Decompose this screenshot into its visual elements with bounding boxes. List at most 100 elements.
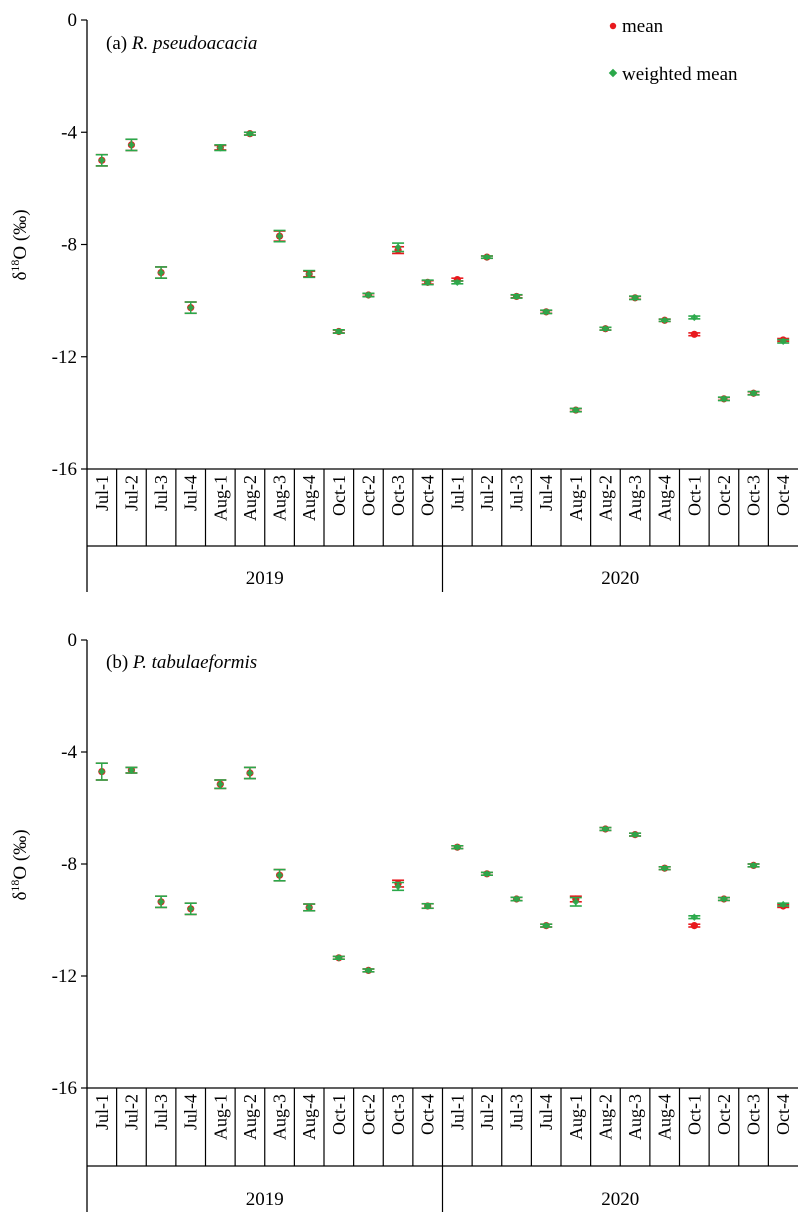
panel-b-weighted-point [127,766,136,774]
panel-b-weighted-point [275,871,284,879]
panel-a-category-label: Jul-1 [92,475,112,511]
legend-mean-label: mean [622,16,664,37]
panel-b-weighted-point [661,864,669,872]
panel-a-category-label: Aug-4 [299,475,319,521]
panel-a-weighted-point [690,313,698,322]
panel-b-weighted-point [512,895,521,903]
panel-a-weighted-point [749,389,758,397]
panel-a-weighted-point [127,141,136,149]
panel-a-category-label: Jul-3 [507,475,527,511]
panel-b-category-label: Jul-2 [477,1094,497,1130]
panel-b-category-label: Oct-2 [714,1094,734,1135]
panel-b-y-axis-label: δ18O (‰) [8,829,31,900]
panel-a-y-tick-label: -8 [61,235,77,256]
panel-b-category-label: Jul-4 [181,1094,201,1130]
panel-a-category-label: Jul-4 [181,475,201,511]
chart-panel-b: (b) P. tabulaeformis δ18O (‰) 0 -4 -8 -12 -1… [8,630,798,1212]
panel-a-y-tick-label: -4 [61,122,77,143]
panel-b-category-label: Oct-3 [744,1094,764,1135]
panel-a-weighted-point [661,316,669,324]
panel-a-category-label: Aug-2 [240,475,260,521]
panel-b-weighted-point [335,954,343,962]
panel-a-category-label: Oct-1 [329,475,349,516]
panel-b-category-label: Jul-2 [121,1094,141,1130]
panel-b-weighted-point [779,900,787,909]
panel-a-mean-point [690,330,698,338]
panel-b-group-label: 2019 [246,1189,284,1210]
legend-weighted-label: weighted mean [622,64,738,85]
panel-a-weighted-point [601,325,610,333]
panel-a-y-tick-label: -16 [52,459,77,480]
panel-a-title: (a) R. pseudoacacia [106,33,257,54]
panel-b-category-label: Jul-4 [536,1094,556,1130]
panel-b-weighted-point [453,843,461,851]
panel-a-category-label: Jul-2 [477,475,497,511]
panel-a-weighted-point [720,395,728,403]
panel-b-category-label: Jul-3 [151,1094,171,1130]
panel-b-weighted-point [690,913,698,921]
panel-a-category-label: Oct-3 [388,475,408,516]
panel-b-category-label: Oct-1 [684,1094,704,1135]
panel-b-category-label: Aug-2 [595,1094,615,1140]
panel-a-weighted-point [572,406,580,414]
panel-a-category-label: Jul-1 [447,475,467,511]
panel-b-category-label: Oct-4 [773,1094,793,1135]
panel-b-weighted-point [187,905,195,913]
panel-b-y-tick-label: -12 [52,966,77,987]
panel-b-category-label: Oct-4 [418,1094,438,1135]
panel-b-category-label: Aug-1 [566,1094,586,1140]
panel-b-category-label: Aug-1 [210,1094,230,1140]
panel-b-weighted-point [749,861,758,870]
panel-b-weighted-point [720,895,728,903]
panel-a-y-tick-label: -12 [52,347,77,368]
panel-b-weighted-point [631,830,639,839]
panel-a-category-label: Oct-4 [773,475,793,516]
panel-a-category-label: Aug-3 [270,475,290,521]
panel-b-weighted-point [216,780,224,788]
panel-b-weighted-point [364,966,373,975]
panel-a-category-label: Jul-2 [121,475,141,511]
panel-a-category-label: Oct-3 [744,475,764,516]
panel-b-y-tick-label: -16 [52,1078,77,1099]
panel-b-category-label: Oct-1 [329,1094,349,1135]
panel-a-weighted-point [424,278,432,287]
panel-a-category-label: Aug-1 [210,475,230,521]
panel-a-weighted-point [453,278,461,287]
panel-a-weighted-point [631,294,639,302]
panel-a-category-label: Oct-4 [418,475,438,516]
panel-a-category-label: Aug-1 [566,475,586,521]
legend: mean weighted mean [608,16,738,85]
panel-a-weighted-point [483,253,491,261]
panel-a-y-tick-label: 0 [68,10,78,31]
panel-b-weighted-point [572,898,580,906]
panel-b-category-label: Jul-1 [447,1094,467,1130]
panel-a-weighted-point [542,308,550,316]
panel-a-weighted-point [364,291,373,299]
panel-a-group-label: 2020 [601,568,639,589]
panel-b-y-tick-label: 0 [68,630,78,651]
chart-panel-a: (a) R. pseudoacacia δ18O (‰) 0 -4 -8 -12 -16… [8,10,798,592]
panel-a-category-label: Oct-1 [684,475,704,516]
panel-b-category-label: Aug-3 [270,1094,290,1140]
panel-b-y-tick-label: -4 [61,742,77,763]
panel-a-weighted-point [98,156,106,164]
panel-a-weighted-point [335,327,343,336]
panel-a-weighted-point [512,292,521,301]
panel-a-category-label: Aug-4 [655,475,675,521]
panel-b-weighted-point [424,902,432,910]
panel-b-title: (b) P. tabulaeformis [106,652,257,673]
panel-b-category-label: Aug-4 [299,1094,319,1140]
panel-b-weighted-point [542,921,550,930]
panel-b-weighted-point [483,870,491,878]
panel-a-weighted-point [275,232,284,240]
panel-b-category-label: Jul-3 [507,1094,527,1130]
panel-b-weighted-point [394,882,402,891]
legend-mean-marker [609,22,617,30]
panel-a-y-axis-label: δ18O (‰) [8,209,31,280]
panel-a-category-label: Oct-2 [714,475,734,516]
panel-a-weighted-point [157,268,165,277]
panel-a-category-label: Aug-2 [595,475,615,521]
legend-weighted-marker [608,68,618,78]
panel-b-weighted-point [246,769,254,777]
